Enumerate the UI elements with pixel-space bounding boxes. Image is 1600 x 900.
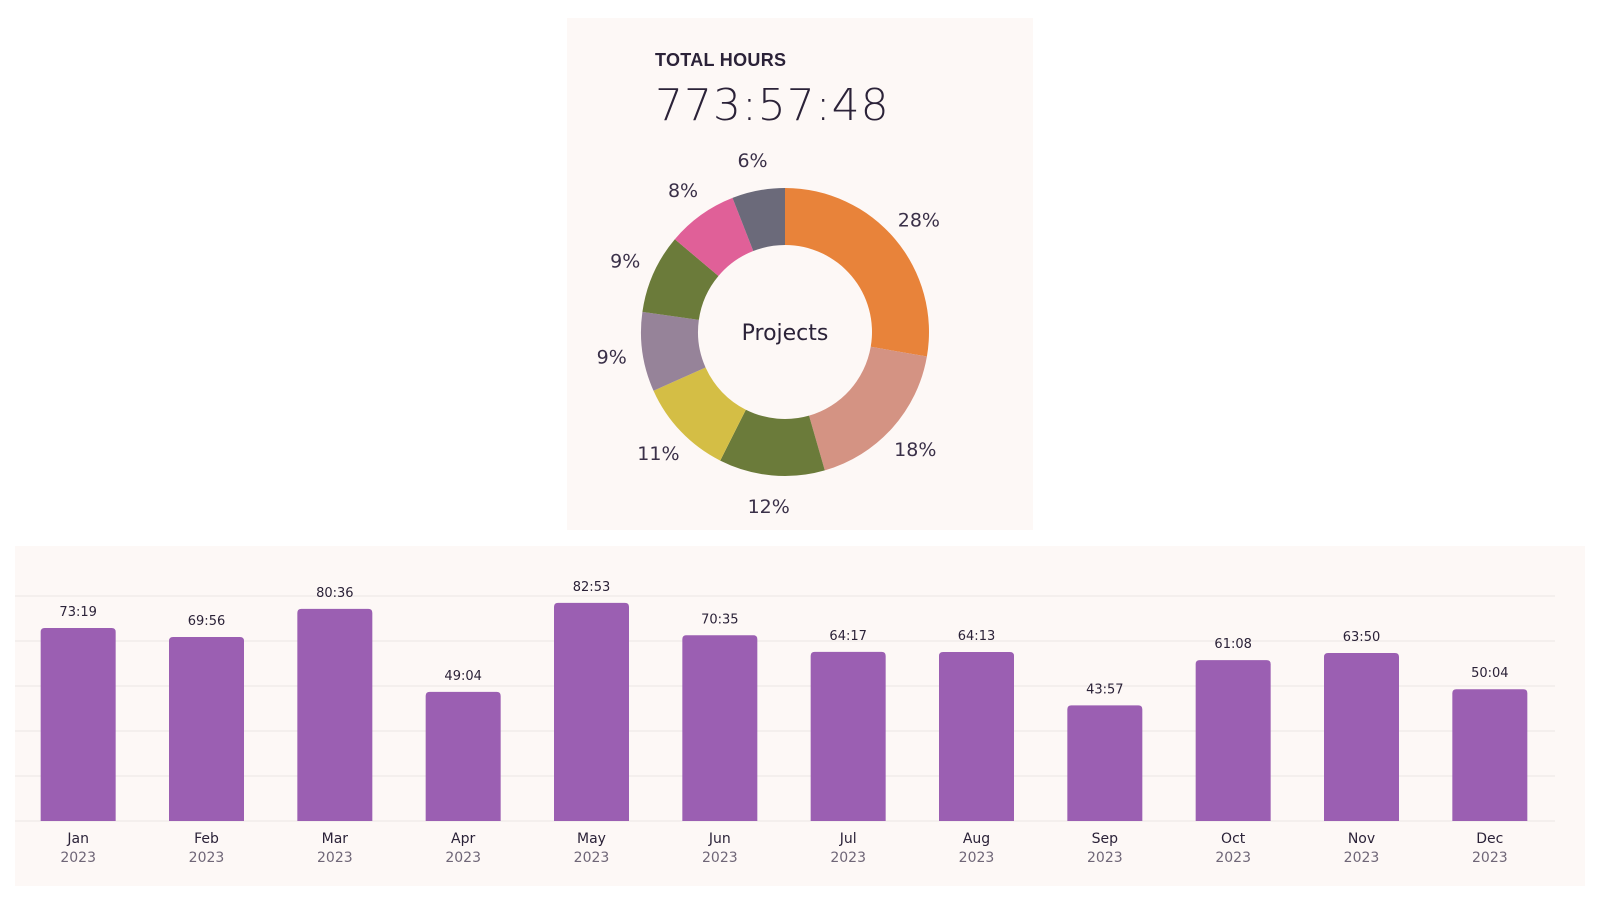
x-tick-month: Jan [66,831,89,847]
donut-slice[interactable] [720,409,825,476]
x-tick-year: 2023 [445,850,481,866]
bar-oct[interactable] [1195,660,1271,821]
bar-value-label: 50:04 [1471,666,1508,681]
bar-nov[interactable] [1324,653,1399,821]
x-tick-year: 2023 [1344,850,1380,866]
x-tick-year: 2023 [702,850,738,866]
total-hours-label: TOTAL HOURS [655,50,787,70]
donut-slice[interactable] [732,188,785,251]
x-tick-year: 2023 [574,850,610,866]
bar-value-label: 63:50 [1343,630,1380,645]
bar-value-label: 82:53 [573,580,610,595]
x-tick-month: Apr [451,831,475,847]
x-tick-year: 2023 [1215,850,1251,866]
bar-value-label: 70:35 [701,612,738,627]
bar-jan[interactable] [40,628,116,821]
bar-jun[interactable] [682,635,758,821]
bar-sep[interactable] [1067,705,1143,821]
bar-jul[interactable] [810,651,886,821]
bar-value-label: 64:17 [829,629,866,644]
donut-slice-label: 9% [610,251,640,273]
donut-slice-label: 8% [668,180,698,202]
x-tick-month: Jul [839,831,857,847]
bar-value-label: 61:08 [1214,637,1251,652]
x-tick-month: Mar [322,831,349,847]
bar-aug[interactable] [939,652,1014,821]
x-tick-month: Nov [1348,831,1375,847]
donut-slice[interactable] [809,346,927,471]
x-tick-month: Dec [1476,831,1503,847]
donut-slice[interactable] [653,367,746,461]
donut-slice[interactable] [674,197,754,276]
donut-slice[interactable] [641,311,706,391]
bar-dec[interactable] [1452,689,1528,821]
x-tick-year: 2023 [60,850,96,866]
donut-slice-label: 28% [898,209,940,231]
donut-slice-label: 6% [737,150,767,172]
monthly-hours-card: 73:19 Jan 2023 69:56 Feb 2023 80:36 Mar 2023 49:0… [15,546,1585,886]
projects-donut-chart: 28% 18% 12% 11% 9% 9% 8% 6% Projects [597,150,940,518]
monthly-hours-bar-chart: 73:19 Jan 2023 69:56 Feb 2023 80:36 Mar 2023 49:0… [15,580,1555,866]
total-hours-value: 773:57:48 [655,80,890,131]
donut-slice[interactable] [785,188,929,357]
x-tick-year: 2023 [317,850,353,866]
bar-value-label: 49:04 [444,669,481,684]
x-tick-month: Jun [708,831,731,847]
x-tick-month: Oct [1221,831,1246,847]
donut-center-label: Projects [742,321,829,346]
bar-mar[interactable] [297,608,373,821]
x-tick-month: Sep [1092,831,1119,847]
donut-slice-label: 12% [748,496,790,518]
bar-apr[interactable] [425,691,501,821]
donut-slice-label: 11% [637,443,679,465]
donut-slice[interactable] [642,239,719,320]
bar-feb[interactable] [169,636,244,821]
bar-value-label: 73:19 [59,605,96,620]
x-tick-year: 2023 [189,850,225,866]
total-hours-card: TOTAL HOURS 773:57:48 28% 18% 12% 11% 9% 9% 8%… [567,18,1033,530]
x-tick-month: Feb [194,831,219,847]
x-tick-year: 2023 [1472,850,1508,866]
x-tick-year: 2023 [1087,850,1123,866]
x-tick-month: Aug [963,831,990,847]
x-tick-year: 2023 [830,850,866,866]
x-tick-month: May [577,831,606,847]
bar-value-label: 69:56 [188,614,225,629]
x-tick-year: 2023 [959,850,995,866]
donut-slice-label: 9% [597,346,627,368]
bar-value-label: 80:36 [316,586,353,601]
donut-slice-label: 18% [894,439,936,461]
bar-value-label: 43:57 [1086,682,1123,697]
bar-may[interactable] [554,602,629,821]
bar-value-label: 64:13 [958,629,995,644]
